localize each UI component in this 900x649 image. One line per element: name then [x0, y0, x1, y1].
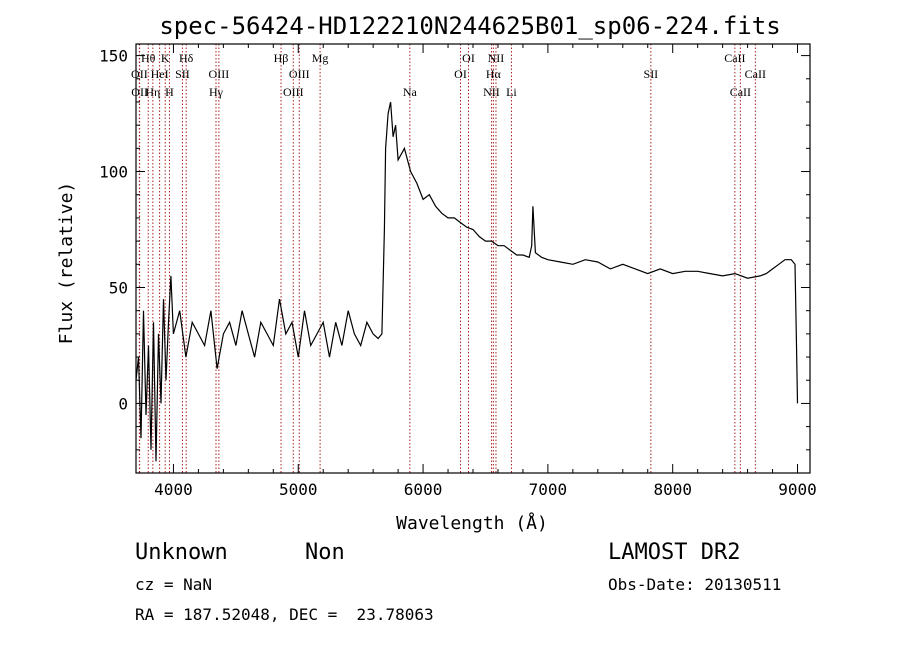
line-label-19: Hα: [486, 67, 502, 81]
chart-title: spec-56424-HD122210N244625B01_sp06-224.f…: [159, 12, 780, 40]
line-label-21: Li: [506, 85, 517, 99]
line-label-11: Hβ: [274, 51, 289, 65]
object-subclass: Non: [305, 540, 345, 565]
x-tick-label-6000: 6000: [404, 480, 443, 499]
line-label-24: CaII: [730, 85, 751, 99]
line-label-3: Hη: [145, 85, 160, 99]
line-label-7: SII: [175, 67, 190, 81]
line-label-5: K: [161, 51, 170, 65]
line-label-2: Hθ: [141, 51, 156, 65]
x-tick-label-8000: 8000: [653, 480, 692, 499]
line-label-14: Mg: [312, 51, 329, 65]
line-label-23: CaII: [724, 51, 745, 65]
line-label-6: H: [165, 85, 174, 99]
line-labels: OIIOIIHθHηHeIKHSIIHδOIIIHγHβOIIIOIIIMgNa…: [131, 51, 766, 99]
y-axis: 0 50 100 150: [99, 47, 810, 451]
line-label-13: OIII: [289, 67, 310, 81]
y-tick-label-50: 50: [109, 278, 128, 297]
coordinates: RA = 187.52048, DEC = 23.78063: [135, 605, 434, 624]
x-axis: 4000 5000 6000 7000 8000 9000: [154, 44, 817, 499]
line-label-17: OI: [462, 51, 475, 65]
obs-date: Obs-Date: 20130511: [608, 575, 781, 594]
line-label-22: SII: [644, 67, 659, 81]
x-tick-label-7000: 7000: [529, 480, 568, 499]
x-tick-label-5000: 5000: [279, 480, 318, 499]
x-tick-label-4000: 4000: [154, 480, 193, 499]
line-label-10: Hγ: [209, 85, 224, 99]
line-label-18: NII: [483, 85, 500, 99]
x-axis-label: Wavelength (Å): [396, 512, 548, 534]
line-label-8: Hδ: [179, 51, 194, 65]
line-label-20: NII: [488, 51, 505, 65]
survey-name: LAMOST DR2: [608, 540, 740, 565]
line-label-25: CaII: [745, 67, 766, 81]
y-tick-label-0: 0: [118, 394, 128, 413]
object-class: Unknown: [135, 540, 228, 565]
line-markers: [138, 44, 756, 473]
line-label-0: OII: [131, 67, 148, 81]
line-label-4: HeI: [151, 67, 169, 81]
spectrum-line: [135, 101, 799, 462]
line-label-12: OIII: [283, 85, 304, 99]
y-tick-label-100: 100: [99, 163, 128, 182]
line-label-16: OI: [454, 67, 467, 81]
y-axis-label: Flux (relative): [56, 182, 77, 345]
redshift-readout: cz = NaN: [135, 575, 212, 594]
x-tick-label-9000: 9000: [778, 480, 817, 499]
plot-frame: [135, 43, 811, 474]
line-label-15: Na: [403, 85, 418, 99]
y-tick-label-150: 150: [99, 47, 128, 66]
line-label-9: OIII: [209, 67, 230, 81]
